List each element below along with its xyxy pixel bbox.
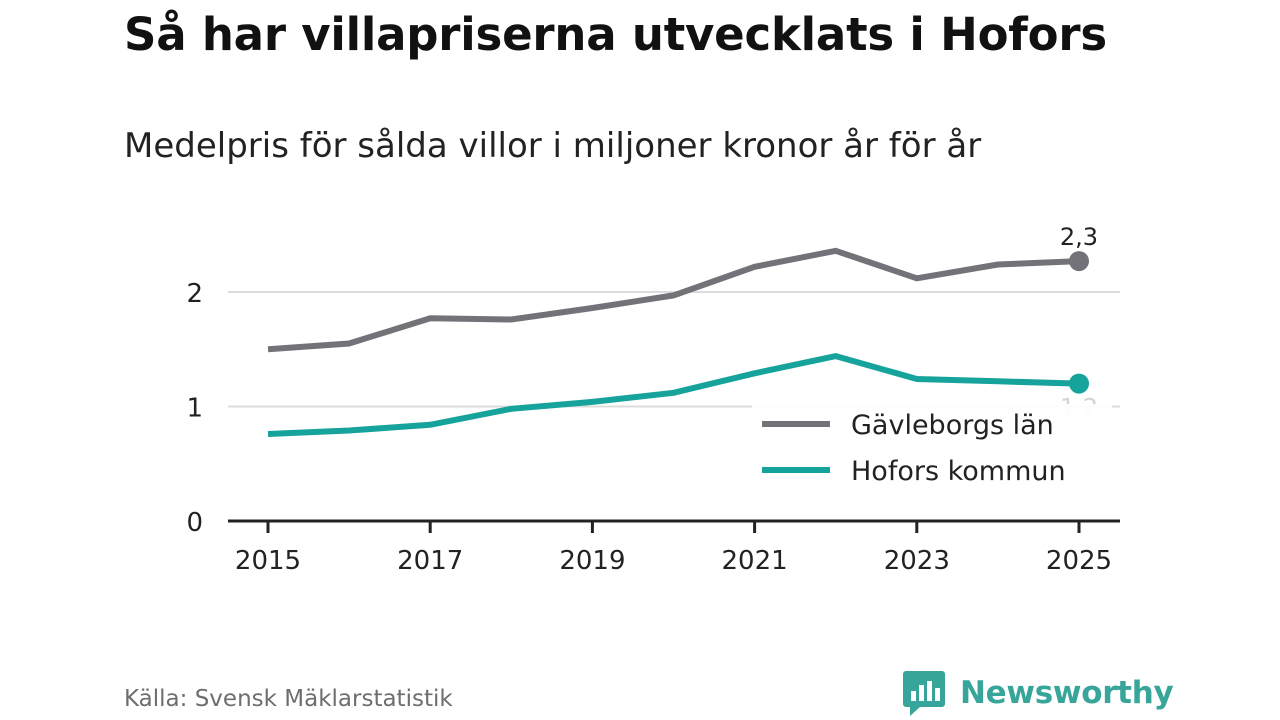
source-note: Källa: Svensk Mäklarstatistik xyxy=(124,686,453,712)
y-tick-label: 1 xyxy=(186,394,203,424)
series-line-gavleborg xyxy=(267,247,1080,353)
legend-label: Hofors kommun xyxy=(851,456,1066,487)
series-end-point xyxy=(1069,373,1089,394)
legend-layer: Gävleborgs län Hofors kommun xyxy=(752,404,1112,500)
chart-title: Så har villapriserna utvecklats i Hofors xyxy=(124,8,1107,61)
x-tick-label: 2019 xyxy=(559,546,625,576)
x-tick-label: 2017 xyxy=(397,546,463,576)
legend-background xyxy=(752,404,1112,500)
y-tick-label: 2 xyxy=(186,279,203,309)
legend-label: Gävleborgs län xyxy=(851,410,1054,441)
chart-subtitle: Medelpris för sålda villor i miljoner kr… xyxy=(124,126,982,166)
grid-layer xyxy=(228,291,1120,408)
x-tick-label: 2023 xyxy=(884,546,950,576)
y-tick-label: 0 xyxy=(186,508,203,538)
x-tick-label: 2025 xyxy=(1046,546,1112,576)
newsworthy-logo-icon xyxy=(903,671,945,716)
x-tick-label: 2021 xyxy=(722,546,788,576)
series-end-point xyxy=(1069,251,1089,272)
series-line-hofors xyxy=(267,353,1080,437)
x-tick-label: 2015 xyxy=(235,546,301,576)
brand-name: Newsworthy xyxy=(960,675,1174,711)
brand-logo: Newsworthy xyxy=(902,670,1174,716)
lines-layer xyxy=(267,247,1089,437)
series-end-label: 2,3 xyxy=(1060,223,1098,251)
axis-layer: 0 1 2 2015 2017 2019 2021 2023 2025 xyxy=(186,279,1120,576)
